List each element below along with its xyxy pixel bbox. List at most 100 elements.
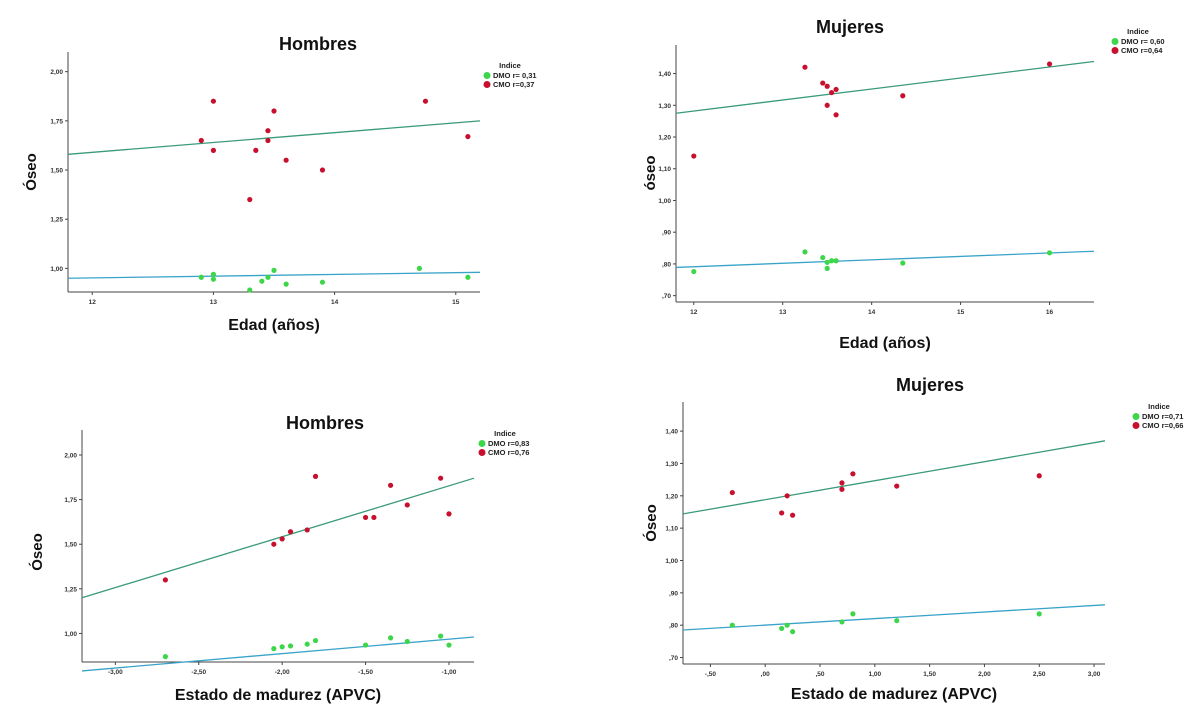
data-point <box>404 638 410 645</box>
legend-entry: DMO r= 0,31 <box>493 71 537 80</box>
data-point <box>312 637 319 644</box>
data-point <box>850 611 856 617</box>
series-dmo <box>675 249 1095 275</box>
data-point <box>265 137 271 144</box>
x-tick-label: 13 <box>779 309 787 316</box>
y-tick-label: 1,20 <box>658 135 671 142</box>
chart-4: Mujeres Estado de madurez (APVC) Óseo -,50,… <box>642 375 1183 703</box>
data-point <box>839 486 845 492</box>
legend-title: Indice <box>1127 27 1149 36</box>
legend-marker <box>483 72 491 79</box>
y-tick-label: 1,25 <box>50 217 63 224</box>
data-point <box>416 265 423 271</box>
series-cmo <box>675 60 1095 159</box>
fit-line <box>682 604 1106 631</box>
series-dmo <box>67 265 481 293</box>
x-tick-label: 1,50 <box>923 671 936 678</box>
series-cmo <box>682 440 1106 518</box>
data-point <box>304 641 310 647</box>
data-point <box>894 618 900 624</box>
series-dmo <box>682 604 1106 635</box>
x-axis-label: Estado de madurez (APVC) <box>175 687 381 704</box>
data-point <box>802 249 808 255</box>
data-point <box>691 153 697 159</box>
legend-entry: CMO r=0,66 <box>1142 421 1183 430</box>
x-tick-label: 3,00 <box>1088 671 1101 678</box>
x-tick-label: 14 <box>331 299 339 306</box>
series-cmo <box>67 98 481 203</box>
data-point <box>779 625 785 632</box>
data-point <box>729 489 735 496</box>
y-tick-label: 2,00 <box>50 69 63 76</box>
fit-line <box>675 60 1095 114</box>
legend-entry: DMO r= 0,60 <box>1121 37 1165 46</box>
data-point <box>1046 250 1053 256</box>
data-point <box>438 475 444 481</box>
data-point <box>790 629 796 635</box>
fit-line <box>682 440 1106 515</box>
data-point <box>319 167 326 173</box>
x-tick-label: 12 <box>690 309 698 316</box>
data-point <box>253 147 259 153</box>
x-tick-label: 13 <box>210 299 218 306</box>
data-point <box>802 64 808 70</box>
data-point <box>833 86 839 93</box>
legend-marker <box>483 81 491 88</box>
x-tick-label: -1,00 <box>442 669 457 676</box>
data-point <box>779 510 785 516</box>
data-point <box>259 278 265 284</box>
data-point <box>279 644 285 650</box>
y-axis-label: Óseo <box>22 153 40 191</box>
data-point <box>362 642 369 648</box>
data-point <box>287 529 294 535</box>
y-axis-label: óseo <box>642 155 659 190</box>
series-cmo <box>81 473 475 599</box>
data-point <box>900 93 906 99</box>
x-tick-label: -1,50 <box>358 669 373 676</box>
y-tick-label: 1,75 <box>64 497 77 504</box>
x-tick-label: 2,00 <box>978 671 991 678</box>
chart-title: Mujeres <box>816 17 884 37</box>
data-point <box>247 287 253 293</box>
legend-entry: CMO r=0,76 <box>488 448 529 457</box>
legend-marker <box>1111 47 1119 54</box>
legend-marker <box>1111 38 1119 45</box>
fit-line <box>675 250 1095 269</box>
fit-line <box>81 636 475 672</box>
y-tick-label: 1,00 <box>64 631 77 638</box>
data-point <box>900 260 906 266</box>
data-point <box>283 281 289 287</box>
data-point <box>824 259 830 265</box>
fit-line <box>81 477 475 599</box>
data-point <box>824 83 830 89</box>
legend-marker <box>478 440 486 447</box>
x-tick-label: 14 <box>868 309 876 316</box>
data-point <box>839 619 845 625</box>
data-point <box>784 622 790 628</box>
fit-line <box>67 271 481 279</box>
fit-line <box>67 120 481 155</box>
legend-entry: CMO r=0,64 <box>1121 46 1163 55</box>
y-tick-label: 1,00 <box>658 198 671 205</box>
y-tick-label: ,70 <box>662 293 671 300</box>
data-point <box>824 102 830 108</box>
x-axis-label: Edad (años) <box>839 335 931 352</box>
x-tick-label: ,00 <box>761 671 770 678</box>
legend-marker <box>1132 422 1140 429</box>
chart-2: Mujeres Edad (años) óseo 12 13 14 15 16 ,70 ,80 ,9… <box>642 17 1165 352</box>
y-tick-label: 2,00 <box>64 452 77 459</box>
data-point <box>162 654 169 660</box>
data-point <box>422 98 429 104</box>
data-point <box>387 482 394 488</box>
chart-title: Hombres <box>279 34 357 54</box>
data-point <box>271 267 277 273</box>
x-tick-label: 15 <box>452 299 460 306</box>
data-point <box>1046 61 1053 67</box>
data-point <box>198 274 204 280</box>
data-point <box>265 128 271 134</box>
y-tick-label: ,70 <box>669 655 678 662</box>
data-point <box>790 512 796 518</box>
legend-entry: CMO r=0,37 <box>493 80 534 89</box>
